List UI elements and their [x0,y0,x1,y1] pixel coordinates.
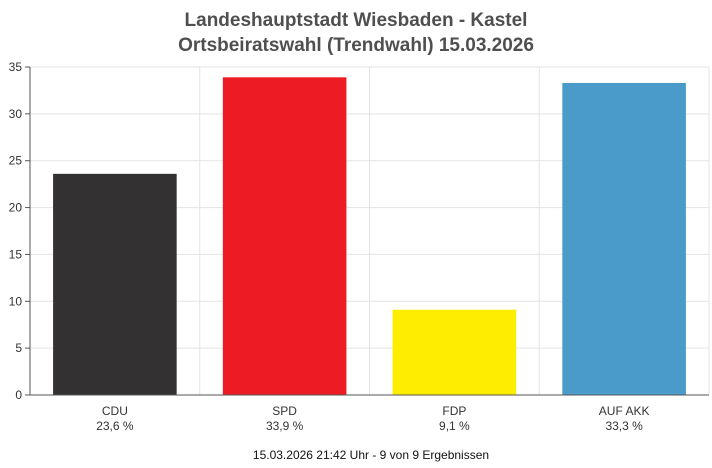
axes [25,66,709,396]
bars-group [53,77,686,396]
bar-cdu [53,173,177,395]
bar-auf-akk [562,82,686,395]
bar-value-label: 23,6 % [96,419,134,433]
x-category-label: CDU [102,404,128,418]
y-tick-label: 25 [9,154,23,168]
chart-title: Landeshauptstadt Wiesbaden - Kastel [184,10,528,31]
x-category-label: FDP [442,404,466,418]
bar-value-label: 9,1 % [439,419,470,433]
chart-subtitle: Ortsbeiratswahl (Trendwahl) 15.03.2026 [178,35,534,56]
y-tick-label: 30 [9,107,23,121]
results-footer: 15.03.2026 21:42 Uhr - 9 von 9 Ergebniss… [252,448,490,462]
x-category-label: SPD [272,404,297,418]
y-tick-label: 35 [9,60,23,74]
bar-value-label: 33,9 % [266,419,304,433]
x-category-label: AUF AKK [599,404,650,418]
bar-fdp [392,309,517,395]
y-tick-label: 5 [15,341,22,355]
y-tick-label: 10 [9,294,23,308]
y-tick-label: 15 [9,247,23,261]
bar-spd [222,77,347,396]
y-tick-label: 20 [9,201,23,215]
y-tick-label: 0 [15,388,22,402]
bar-value-label: 33,3 % [605,419,643,433]
